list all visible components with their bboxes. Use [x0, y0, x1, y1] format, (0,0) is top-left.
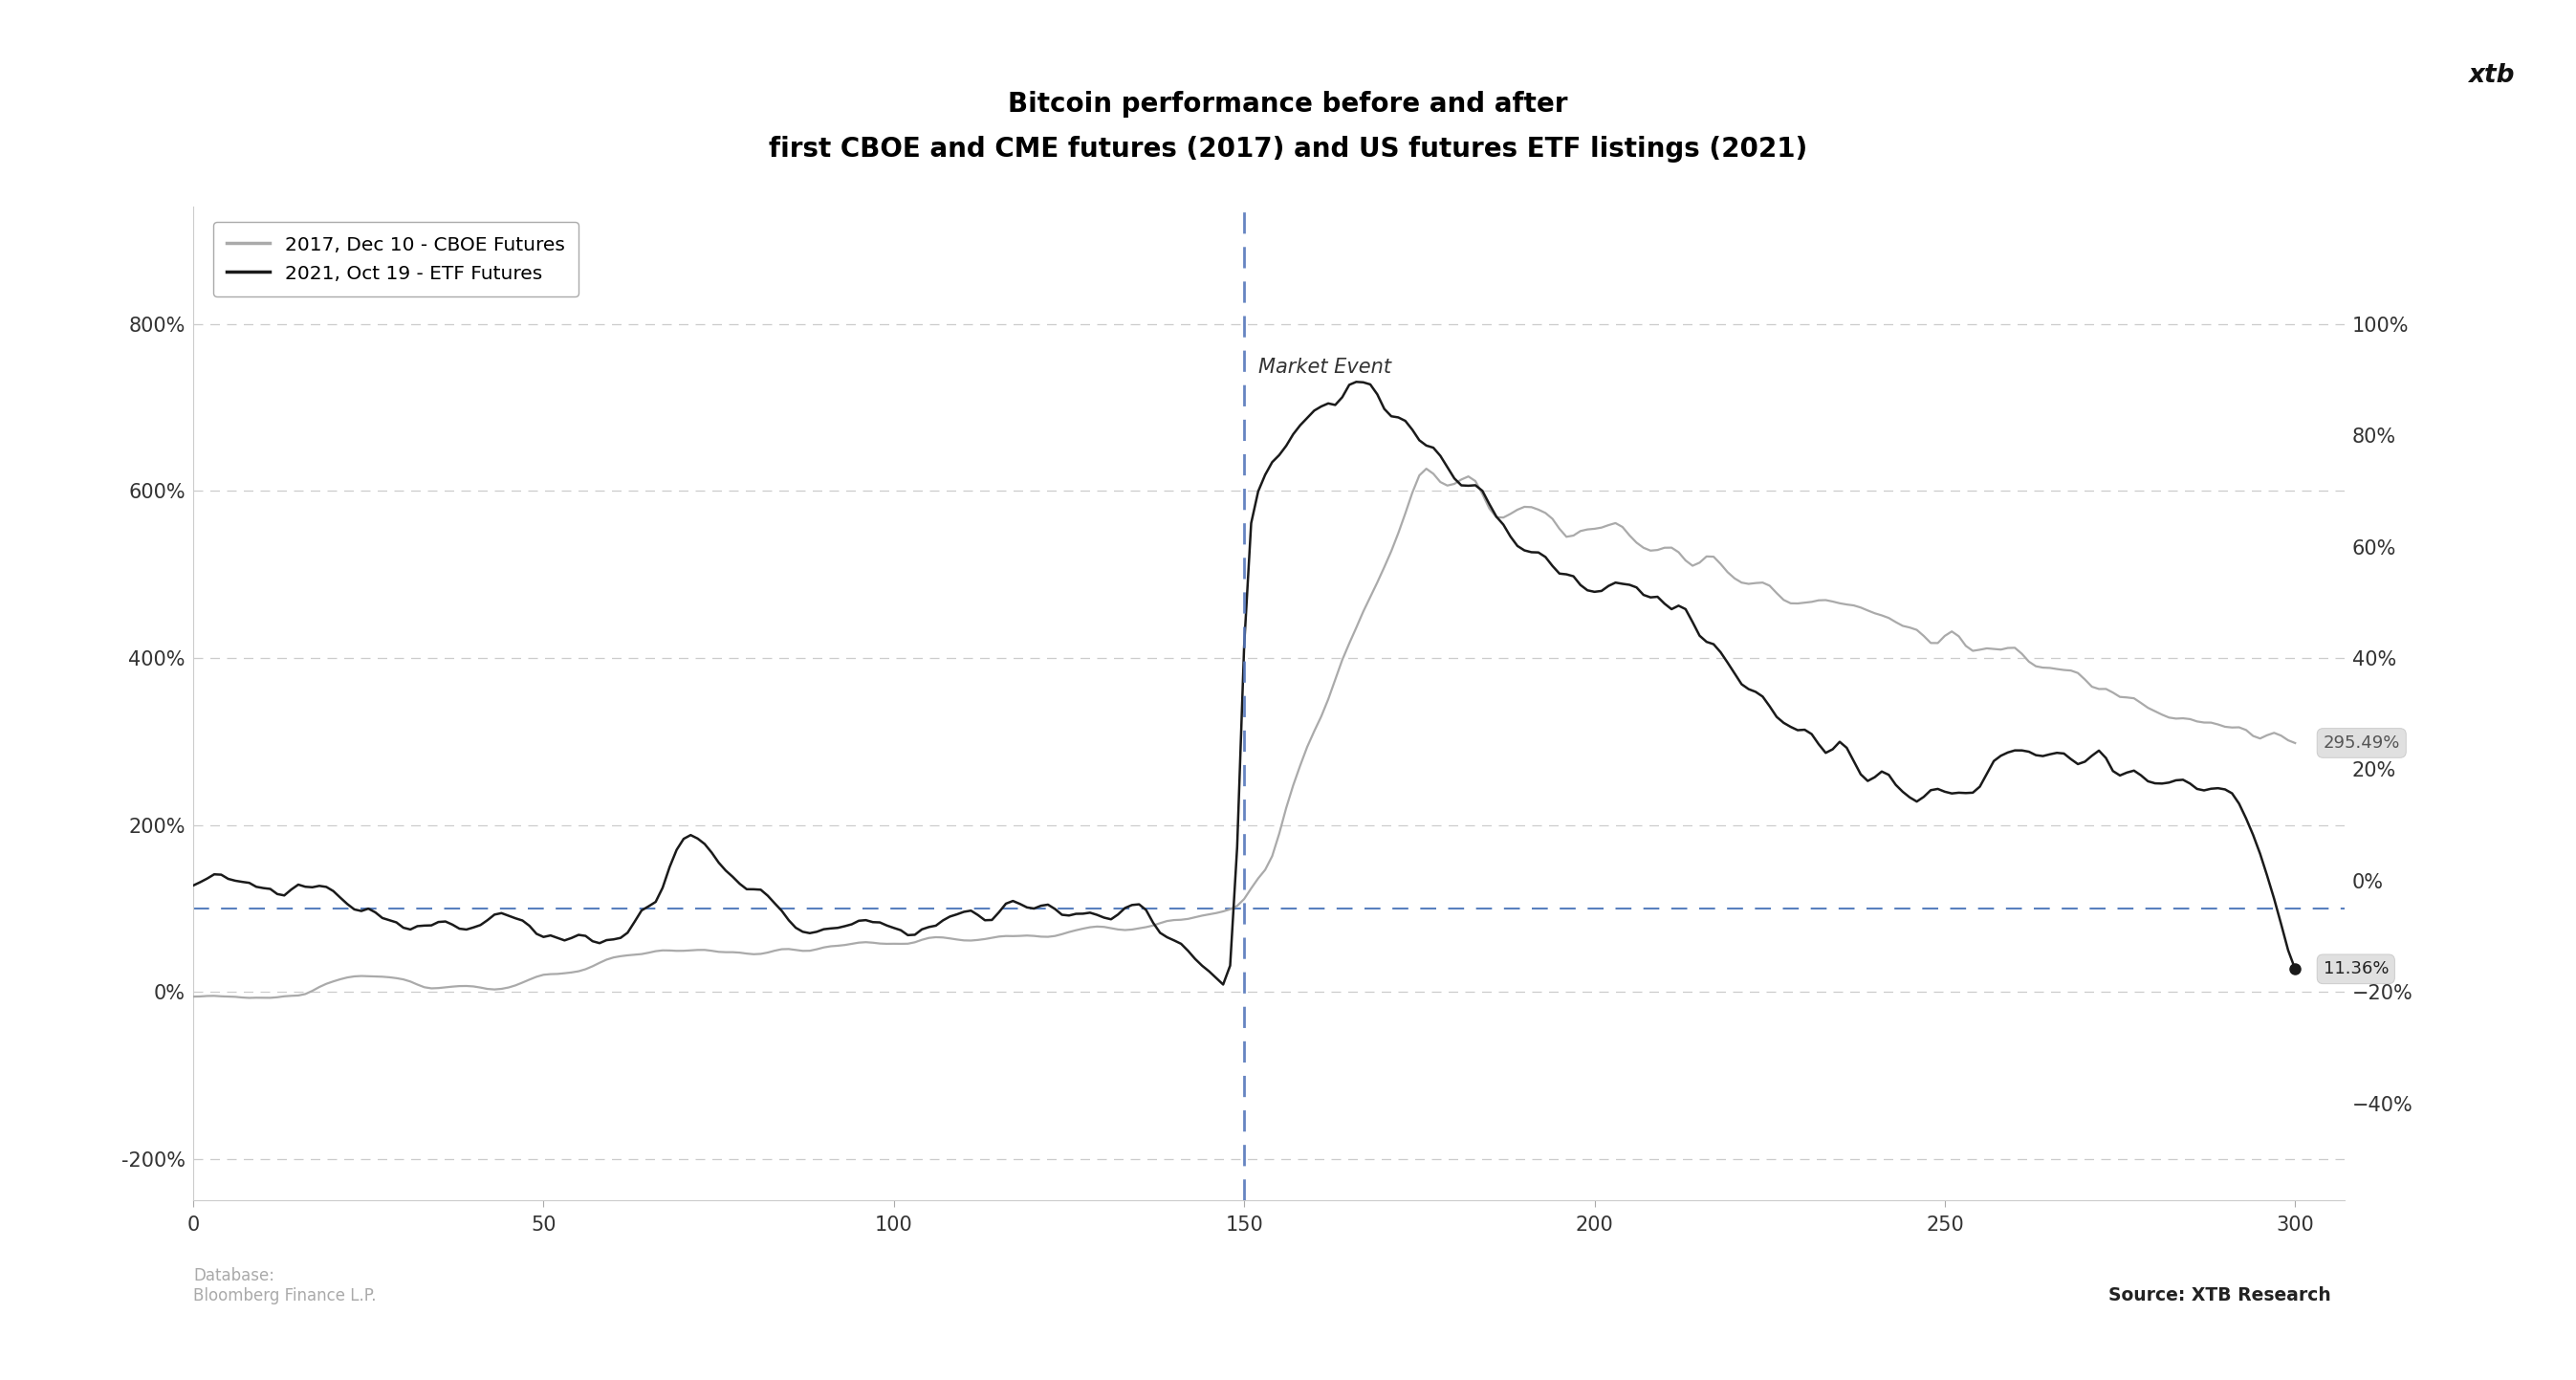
- Text: 11.36%: 11.36%: [2324, 960, 2388, 977]
- Legend: 2017, Dec 10 - CBOE Futures, 2021, Oct 19 - ETF Futures: 2017, Dec 10 - CBOE Futures, 2021, Oct 1…: [214, 222, 580, 297]
- Text: Market Event: Market Event: [1257, 357, 1391, 377]
- Text: Database:
Bloomberg Finance L.P.: Database: Bloomberg Finance L.P.: [193, 1267, 376, 1304]
- Text: Source: XTB Research: Source: XTB Research: [2110, 1286, 2331, 1304]
- Text: first CBOE and CME futures (2017) and US futures ETF listings (2021): first CBOE and CME futures (2017) and US…: [768, 137, 1808, 163]
- Text: 295.49%: 295.49%: [2324, 734, 2401, 752]
- Text: xtb: xtb: [2468, 63, 2514, 88]
- Text: ✕: ✕: [2391, 55, 2414, 83]
- Text: Bitcoin performance before and after: Bitcoin performance before and after: [1007, 91, 1569, 117]
